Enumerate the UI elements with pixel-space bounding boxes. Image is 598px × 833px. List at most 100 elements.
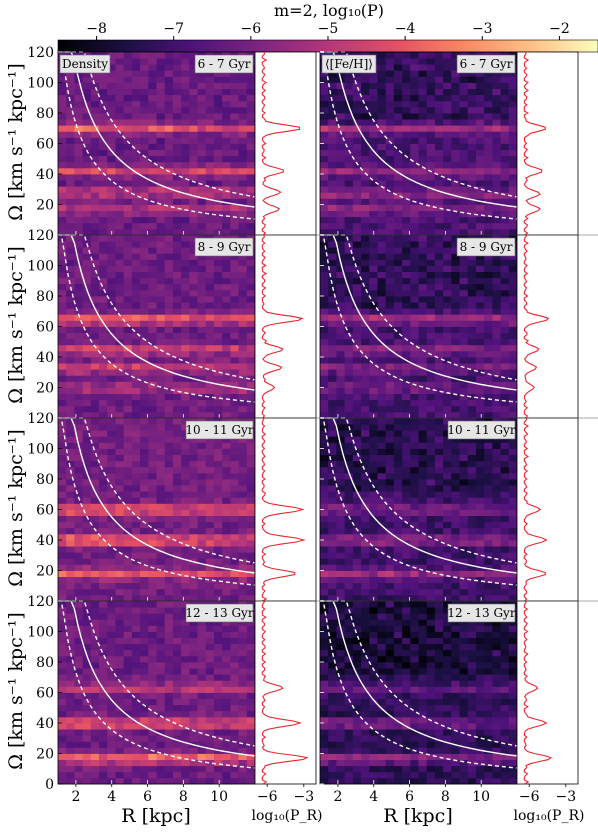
heatmap-cell — [197, 119, 207, 126]
heatmap-cell — [115, 674, 125, 681]
heatmap-cell — [205, 570, 215, 577]
heatmap-cell — [222, 448, 231, 455]
heatmap-cell — [246, 668, 256, 675]
heatmap-cell — [410, 76, 419, 83]
heatmap-cell — [451, 137, 460, 144]
heatmap-cell — [172, 716, 182, 724]
heatmap-cell — [140, 375, 149, 382]
heatmap-cell — [58, 393, 67, 401]
heatmap-cell — [156, 222, 166, 230]
heatmap-cell — [74, 302, 84, 309]
heatmap-cell — [393, 320, 403, 327]
heatmap-cell — [500, 503, 510, 510]
heatmap-cell — [336, 466, 346, 474]
heatmap-cell — [197, 698, 207, 706]
heatmap-cell — [58, 113, 67, 120]
heatmap-cell — [131, 143, 141, 150]
heatmap-cell — [148, 765, 157, 773]
heatmap-cell — [336, 332, 346, 340]
heatmap-cell — [369, 424, 378, 431]
heatmap-cell — [246, 174, 256, 181]
heatmap-cell — [336, 155, 346, 163]
heatmap-cell — [475, 363, 485, 370]
heatmap-cell — [467, 479, 477, 486]
heatmap-cell — [197, 582, 207, 590]
heatmap-cell — [222, 442, 231, 449]
heatmap-cell — [66, 131, 75, 138]
heatmap-cell — [148, 686, 157, 693]
heatmap-cell — [222, 405, 231, 413]
heatmap-cell — [156, 369, 166, 376]
heatmap-cell — [443, 119, 452, 126]
heatmap-cell — [402, 149, 411, 157]
heatmap-cell — [82, 680, 92, 687]
heatmap-cell — [58, 326, 67, 333]
heatmap-cell — [246, 204, 256, 211]
heatmap-cell — [418, 411, 428, 419]
heatmap-cell — [107, 436, 116, 443]
heatmap-cell — [344, 375, 354, 382]
heatmap-cell — [369, 497, 378, 504]
heatmap-cell — [197, 149, 207, 157]
heatmap-cell — [205, 521, 215, 529]
heatmap-cell — [213, 161, 223, 169]
heatmap-cell — [508, 442, 518, 449]
heatmap-cell — [131, 485, 141, 492]
heatmap-cell — [123, 436, 133, 443]
side-profile-panel — [254, 417, 317, 602]
heatmap-cell — [443, 582, 452, 590]
heatmap-cell — [475, 588, 485, 596]
heatmap-cell — [90, 363, 100, 370]
heatmap-cell — [197, 180, 207, 187]
heatmap-cell — [230, 503, 239, 510]
heatmap-cell — [230, 314, 239, 321]
heatmap-cell — [246, 460, 256, 468]
heatmap-cell — [222, 540, 231, 547]
heatmap-cell — [369, 241, 378, 248]
heatmap-cell — [336, 381, 346, 388]
heatmap-cell — [434, 210, 444, 218]
heatmap-cell — [230, 186, 239, 193]
y-tick-label: 60 — [36, 503, 54, 519]
heatmap-cell — [369, 570, 378, 577]
heatmap-cell — [213, 771, 223, 779]
heatmap-cell — [434, 167, 444, 175]
heatmap-cell — [140, 113, 149, 120]
heatmap-cell — [131, 277, 141, 285]
heatmap-cell — [66, 235, 75, 242]
heatmap-cell — [443, 387, 452, 394]
heatmap-cell — [459, 332, 469, 340]
heatmap-cell — [164, 174, 174, 181]
heatmap-cell — [74, 119, 84, 126]
heatmap-cell — [66, 777, 75, 785]
heatmap-cell — [107, 155, 116, 163]
heatmap-cell — [410, 369, 419, 376]
heatmap-cell — [197, 558, 207, 565]
heatmap-cell — [66, 729, 75, 736]
heatmap-cell — [156, 686, 166, 693]
heatmap-cell — [197, 143, 207, 150]
heatmap-cell — [361, 271, 370, 279]
heatmap-cell — [66, 558, 75, 565]
heatmap-cell — [246, 588, 256, 596]
heatmap-cell — [508, 161, 518, 169]
heatmap-cell — [115, 259, 125, 266]
heatmap-cell — [82, 180, 92, 187]
heatmap-cell — [369, 216, 378, 224]
heatmap-cell — [484, 369, 493, 376]
heatmap-cell — [82, 259, 92, 266]
heatmap-cell — [189, 662, 198, 669]
heatmap-cell — [164, 149, 174, 157]
heatmap-cell — [377, 64, 387, 71]
side-panel-frame — [254, 417, 317, 602]
heatmap-cell — [410, 88, 419, 96]
heatmap-cell — [361, 94, 370, 102]
heatmap-cell — [156, 302, 166, 309]
heatmap-cell — [205, 558, 215, 565]
heatmap-cell — [90, 70, 100, 77]
heatmap-cell — [131, 692, 141, 699]
heatmap-cell — [492, 131, 501, 138]
heatmap-cell — [377, 497, 387, 504]
heatmap-cell — [197, 308, 207, 315]
heatmap-cell — [131, 167, 141, 175]
